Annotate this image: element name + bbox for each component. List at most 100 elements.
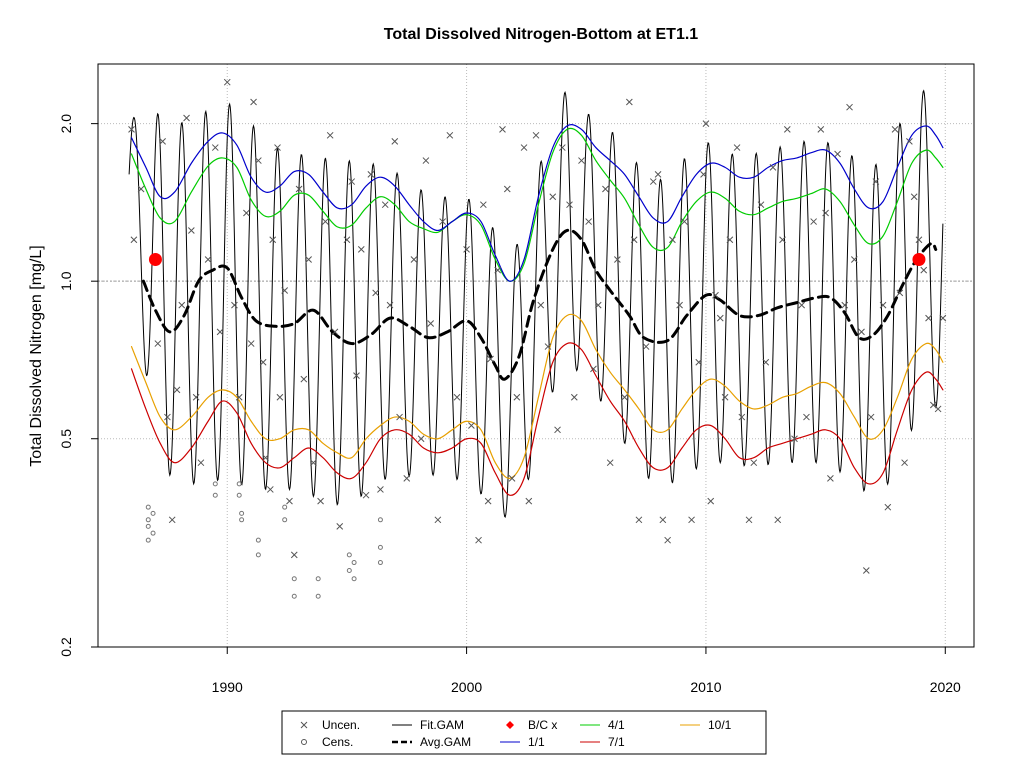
uncensored-point [676, 301, 683, 309]
uncensored-point [508, 475, 516, 482]
censored-point [145, 504, 151, 510]
censored-point [255, 552, 261, 558]
uncensored-point [664, 536, 671, 544]
uncensored-point [783, 126, 791, 133]
censored-point [377, 517, 383, 523]
series-line-1-1 [130, 124, 944, 282]
uncensored-point [798, 301, 806, 309]
uncensored-point [745, 516, 753, 524]
y-axis: 0.2 0.5 1.0 2.0 [58, 114, 98, 657]
uncensored-point [884, 503, 892, 511]
uncensored-point [537, 301, 545, 309]
uncensored-point [367, 170, 375, 178]
y-axis-title: Total Dissolved Nitrogen [mg/L] [28, 245, 45, 466]
uncensored-point [357, 246, 365, 253]
censored-point [315, 593, 321, 599]
uncensored-point [659, 516, 667, 524]
uncensored-point [757, 201, 765, 209]
legend-box [281, 710, 767, 755]
uncensored-point [649, 178, 657, 185]
uncensored-point [372, 289, 379, 297]
uncensored-point [377, 486, 384, 493]
uncensored-point [614, 256, 621, 263]
uncensored-point [183, 114, 190, 122]
uncensored-point [554, 426, 561, 434]
uncensored-point [235, 393, 243, 401]
censored-point [291, 576, 297, 582]
uncensored-point [695, 358, 703, 366]
uncensored-point [716, 314, 724, 322]
uncensored-point [310, 459, 317, 467]
uncensored-point [223, 78, 231, 86]
uncensored-point [128, 126, 135, 133]
censored-point [145, 523, 151, 529]
censored-point [346, 568, 352, 574]
uncensored-point [192, 393, 200, 401]
censored-point [236, 481, 242, 487]
legend-label: Avg.GAM [420, 735, 471, 749]
uncensored-point [417, 435, 425, 443]
uncensored-point [635, 516, 643, 524]
censored-point [239, 510, 245, 516]
uncensored-point [929, 401, 937, 409]
censored-point [282, 517, 288, 523]
uncensored-point [494, 266, 502, 274]
uncensored-point [939, 314, 947, 322]
censored-point [351, 576, 357, 582]
uncensored-point [803, 413, 810, 421]
uncensored-point [336, 523, 344, 530]
series-lines [130, 124, 944, 496]
censored-point [145, 517, 151, 523]
uncensored-point [262, 454, 269, 462]
plot-frame [97, 63, 975, 648]
uncensored-point [762, 358, 770, 366]
uncensored-point [305, 256, 312, 263]
uncensored-point [525, 497, 533, 505]
x-axis: 1990 2000 2010 2020 [212, 647, 961, 695]
uncensored-point [817, 126, 825, 133]
uncensored-point [343, 236, 351, 244]
uncensored-point [130, 236, 138, 244]
uncensored-point [453, 393, 461, 401]
bc-points [148, 253, 926, 267]
uncensored-points [128, 78, 947, 574]
censored-point [315, 576, 321, 582]
uncensored-point [231, 301, 238, 309]
censored-point [346, 552, 352, 558]
uncensored-point [187, 227, 195, 234]
uncensored-point [654, 170, 662, 178]
legend-symbol-x [300, 721, 308, 729]
uncensored-point [578, 157, 585, 164]
legend-label: 10/1 [708, 718, 732, 732]
uncensored-point [850, 256, 858, 263]
uncensored-point [211, 144, 219, 151]
uncensored-point [544, 343, 552, 350]
uncensored-point [197, 459, 205, 467]
uncensored-point [269, 236, 277, 244]
uncensored-point [353, 372, 360, 379]
uncensored-point [391, 138, 399, 145]
x-tick-label: 1990 [212, 679, 243, 695]
uncensored-point [274, 144, 281, 151]
uncensored-point [322, 218, 329, 225]
uncensored-point [862, 567, 870, 574]
uncensored-point [570, 393, 578, 401]
uncensored-point [468, 422, 475, 429]
uncensored-point [484, 497, 492, 505]
legend-label: B/C x [528, 718, 557, 732]
uncensored-point [178, 301, 186, 309]
censored-point [145, 537, 151, 543]
x-tick-label: 2000 [451, 679, 482, 695]
uncensored-point [290, 551, 298, 559]
uncensored-point [841, 301, 849, 309]
uncensored-point [585, 218, 593, 225]
uncensored-point [463, 246, 470, 253]
uncensored-point [250, 98, 257, 106]
y-tick-label: 0.2 [58, 637, 74, 657]
uncensored-point [872, 178, 880, 185]
legend-label: 7/1 [608, 735, 625, 749]
uncensored-point [779, 236, 786, 244]
uncensored-point [700, 170, 707, 178]
uncensored-point [255, 157, 262, 164]
